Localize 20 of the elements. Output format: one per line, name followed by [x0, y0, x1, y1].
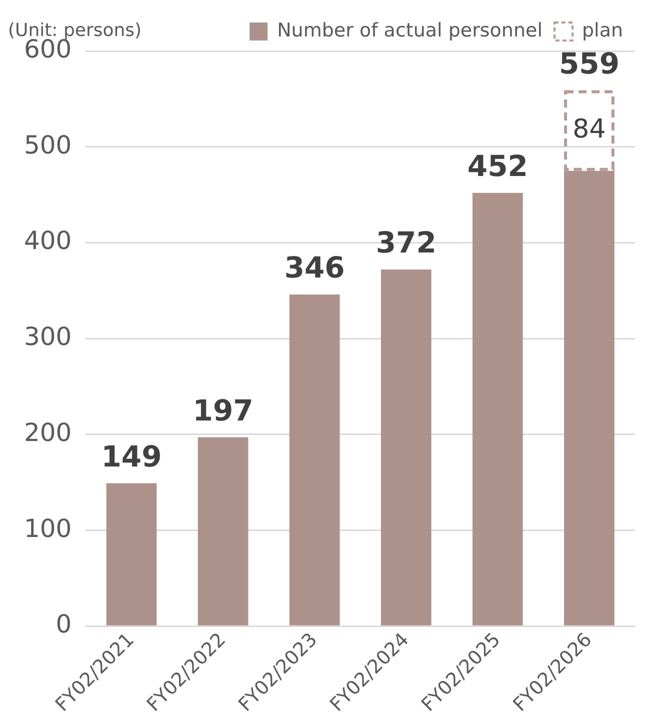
bar: [106, 483, 157, 626]
y-tick-label: 200: [24, 418, 72, 447]
legend-label: Number of actual personnel: [277, 19, 542, 42]
total-label: 452: [467, 148, 528, 183]
bar: [380, 270, 432, 626]
bar: [289, 294, 340, 626]
y-tick-label: 400: [24, 226, 72, 256]
data-label: 84: [572, 114, 606, 144]
legend-label: plan: [582, 19, 624, 42]
y-tick-label: 500: [24, 130, 72, 160]
total-label: 197: [192, 393, 254, 428]
total-label: 346: [284, 250, 345, 285]
bar: [198, 437, 248, 626]
bar: [472, 192, 523, 626]
total-label: 149: [101, 439, 162, 474]
total-label: 559: [558, 46, 620, 80]
y-tick-label: 300: [24, 322, 72, 352]
y-tick-label: 0: [56, 610, 72, 639]
y-tick-label: 100: [24, 514, 72, 543]
total-label: 372: [376, 226, 436, 260]
